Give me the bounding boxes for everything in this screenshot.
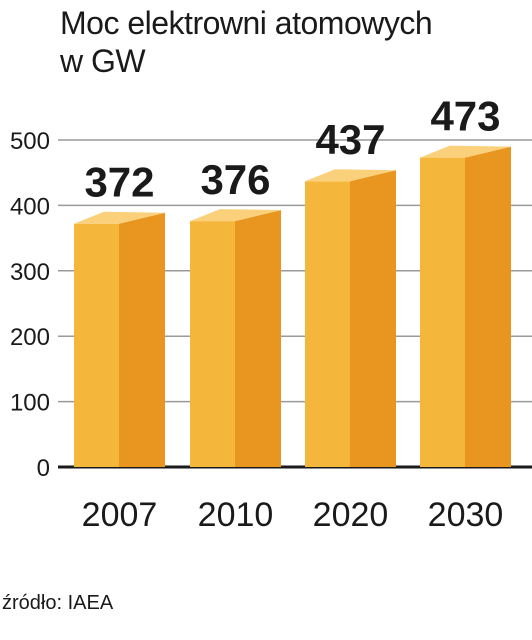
y-tick-label: 0 xyxy=(37,455,50,482)
y-tick-label: 400 xyxy=(10,193,50,220)
y-tick-label: 300 xyxy=(10,259,50,286)
bar-side-2010 xyxy=(235,210,281,467)
chart-title: Moc elektrowni atomowych w GW xyxy=(60,4,433,80)
x-tick-label-2010: 2010 xyxy=(198,496,274,534)
x-tick-label-2030: 2030 xyxy=(428,496,504,534)
bar-top-2007 xyxy=(74,211,165,224)
bar-front-2020 xyxy=(305,181,350,467)
bar-side-2030 xyxy=(465,146,511,467)
bar-front-2030 xyxy=(420,157,465,467)
data-label-2020: 437 xyxy=(315,116,385,163)
x-tick-label-2007: 2007 xyxy=(82,496,158,534)
y-tick-label: 200 xyxy=(10,324,50,351)
source-note: źródło: IAEA xyxy=(2,592,114,614)
chart-title-line-1: Moc elektrowni atomowych xyxy=(60,5,433,41)
chart-title-line-2: w GW xyxy=(60,43,146,79)
bar-side-2020 xyxy=(350,170,396,467)
y-tick-label: 500 xyxy=(10,128,50,155)
bar-front-2007 xyxy=(74,223,119,467)
x-tick-label-2020: 2020 xyxy=(313,496,389,534)
data-label-2007: 372 xyxy=(84,159,154,206)
bar-side-2007 xyxy=(119,212,165,467)
bar-top-2030 xyxy=(420,145,511,158)
data-label-2030: 473 xyxy=(430,93,500,140)
y-tick-label: 100 xyxy=(10,390,50,417)
bar-top-2010 xyxy=(190,209,281,222)
bar-front-2010 xyxy=(190,221,235,467)
bar-top-2020 xyxy=(305,169,396,182)
data-label-2010: 376 xyxy=(200,156,270,203)
